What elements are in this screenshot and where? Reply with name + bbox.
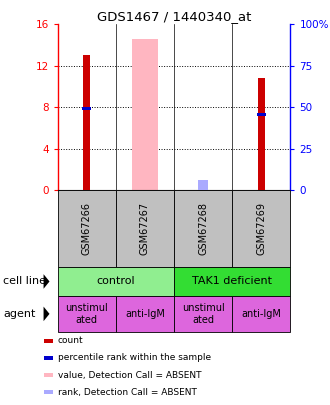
Text: GSM67268: GSM67268 bbox=[198, 202, 208, 255]
Bar bbox=[116, 190, 174, 267]
Bar bbox=[257, 113, 266, 116]
Text: GSM67266: GSM67266 bbox=[82, 202, 92, 255]
Bar bbox=[258, 78, 265, 190]
Text: rank, Detection Call = ABSENT: rank, Detection Call = ABSENT bbox=[58, 388, 197, 397]
Text: unstimul
ated: unstimul ated bbox=[65, 303, 108, 325]
Text: GSM67269: GSM67269 bbox=[256, 202, 266, 255]
Text: control: control bbox=[97, 277, 135, 286]
Bar bbox=[44, 339, 53, 343]
Text: value, Detection Call = ABSENT: value, Detection Call = ABSENT bbox=[58, 371, 201, 379]
Bar bbox=[82, 107, 91, 110]
Title: GDS1467 / 1440340_at: GDS1467 / 1440340_at bbox=[97, 10, 251, 23]
Bar bbox=[44, 356, 53, 360]
Text: count: count bbox=[58, 336, 83, 345]
Text: GSM67267: GSM67267 bbox=[140, 202, 150, 256]
Bar bbox=[174, 267, 290, 296]
Bar bbox=[44, 373, 53, 377]
Bar bbox=[116, 296, 174, 332]
Bar bbox=[44, 390, 53, 394]
Bar bbox=[174, 190, 232, 267]
Text: agent: agent bbox=[3, 309, 36, 319]
Bar bbox=[232, 190, 290, 267]
Bar bbox=[58, 267, 174, 296]
Text: TAK1 deficient: TAK1 deficient bbox=[192, 277, 272, 286]
Text: unstimul
ated: unstimul ated bbox=[182, 303, 224, 325]
Bar bbox=[232, 296, 290, 332]
Bar bbox=[58, 190, 116, 267]
Bar bbox=[58, 296, 116, 332]
Text: anti-IgM: anti-IgM bbox=[241, 309, 281, 319]
Bar bbox=[174, 296, 232, 332]
Text: percentile rank within the sample: percentile rank within the sample bbox=[58, 354, 211, 362]
Bar bbox=[198, 180, 208, 190]
Bar bbox=[83, 55, 90, 190]
Text: anti-IgM: anti-IgM bbox=[125, 309, 165, 319]
Bar bbox=[132, 39, 158, 190]
Text: cell line: cell line bbox=[3, 277, 46, 286]
